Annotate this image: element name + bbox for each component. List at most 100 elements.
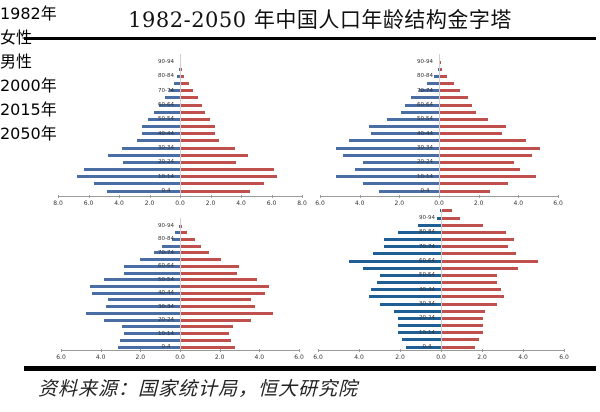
bar-male-55-59 bbox=[181, 110, 206, 114]
bar-male-55-59 bbox=[442, 266, 518, 270]
bar-female-30-34 bbox=[379, 302, 441, 306]
bar-female-15-19 bbox=[355, 168, 439, 171]
age-label: 60-64 bbox=[158, 102, 174, 108]
bar-female-20-24 bbox=[397, 316, 441, 320]
bar-female-20-24 bbox=[104, 318, 180, 322]
age-label: 90-94 bbox=[158, 223, 174, 229]
bar-female-50-54 bbox=[104, 278, 180, 282]
bar-female-90-94 bbox=[179, 224, 180, 228]
bar-male-0-4 bbox=[440, 189, 490, 193]
x-axis-tick bbox=[180, 195, 181, 198]
bar-male-70-74 bbox=[440, 89, 460, 93]
bar-male-20-24 bbox=[440, 160, 514, 164]
legend-item-female: 女性 bbox=[0, 24, 600, 48]
bar-male-20-24 bbox=[181, 318, 251, 322]
bar-female-65-69 bbox=[373, 252, 441, 256]
bar-female-10-14 bbox=[397, 331, 441, 335]
bar-male-60-64 bbox=[181, 264, 239, 268]
center-axis-line bbox=[441, 210, 442, 350]
bar-male-90-94 bbox=[181, 224, 182, 228]
x-axis-tick bbox=[318, 349, 319, 352]
bar-male-5-9 bbox=[181, 338, 231, 342]
bar-female-30-34 bbox=[335, 146, 439, 150]
x-tick-label: 4.0 bbox=[254, 354, 265, 361]
bar-male-30-34 bbox=[181, 305, 255, 309]
bar-female-20-24 bbox=[123, 160, 180, 164]
bar-male-15-19 bbox=[442, 324, 483, 327]
x-tick-label: 4.0 bbox=[518, 354, 528, 361]
age-label: 50-54 bbox=[419, 272, 435, 279]
x-tick-label: 6.0 bbox=[553, 200, 563, 207]
bar-male-30-34 bbox=[440, 146, 540, 150]
bar-female-45-49 bbox=[377, 281, 441, 284]
bar-female-15-19 bbox=[83, 168, 180, 171]
legend-label: 女性 bbox=[0, 28, 33, 47]
x-axis-tick bbox=[441, 349, 442, 352]
legend-item-male: 男性 bbox=[0, 48, 600, 72]
legend-label: 男性 bbox=[0, 52, 33, 71]
bar-female-60-64 bbox=[348, 259, 441, 263]
bar-male-25-29 bbox=[181, 153, 249, 157]
bar-female-80-84 bbox=[434, 74, 439, 78]
bar-male-0-4 bbox=[442, 345, 475, 349]
x-tick-label: 4.0 bbox=[95, 354, 106, 361]
bar-male-25-29 bbox=[442, 309, 486, 313]
bar-male-50-54 bbox=[181, 117, 211, 121]
bar-male-40-44 bbox=[442, 288, 502, 292]
age-label: 20-24 bbox=[419, 315, 435, 322]
bar-female-80-84 bbox=[172, 237, 180, 241]
age-label: 30-34 bbox=[158, 145, 174, 151]
age-label: 60-64 bbox=[419, 258, 435, 264]
bar-female-75-79 bbox=[427, 82, 439, 85]
bar-female-10-14 bbox=[124, 332, 180, 336]
bar-male-25-29 bbox=[181, 311, 273, 315]
age-label: 10-14 bbox=[158, 330, 174, 337]
x-axis-tick bbox=[61, 349, 62, 352]
bar-female-5-9 bbox=[94, 182, 180, 186]
age-label: 70-74 bbox=[419, 243, 435, 250]
bar-female-0-4 bbox=[379, 189, 439, 193]
age-label: 20-24 bbox=[158, 159, 174, 166]
bar-female-40-44 bbox=[141, 132, 180, 136]
bar-male-75-79 bbox=[440, 82, 454, 85]
bar-male-60-64 bbox=[181, 103, 203, 107]
bar-female-30-34 bbox=[106, 305, 180, 309]
bar-male-80-84 bbox=[440, 74, 447, 78]
bar-male-75-79 bbox=[181, 82, 189, 85]
bar-female-50-54 bbox=[379, 273, 441, 277]
x-tick-label: 4.0 bbox=[114, 200, 124, 207]
bar-female-35-39 bbox=[369, 295, 441, 299]
bar-male-75-79 bbox=[442, 238, 514, 241]
x-tick-label: 2.0 bbox=[144, 200, 155, 207]
bar-male-30-34 bbox=[442, 302, 498, 306]
center-axis-line bbox=[180, 54, 181, 196]
bar-male-70-74 bbox=[181, 251, 209, 255]
bar-female-65-69 bbox=[140, 258, 180, 262]
x-axis-tick bbox=[478, 195, 480, 198]
x-tick-label: 4.0 bbox=[236, 200, 246, 207]
x-tick-label: 6.0 bbox=[56, 354, 66, 361]
bar-male-40-44 bbox=[181, 132, 215, 136]
bar-female-90-94 bbox=[436, 216, 441, 220]
age-label: 80-84 bbox=[417, 73, 433, 80]
bar-male-20-24 bbox=[181, 160, 237, 164]
x-axis-tick bbox=[299, 349, 300, 352]
x-tick-label: 6.0 bbox=[294, 354, 304, 361]
x-tick-label: 2.0 bbox=[214, 354, 225, 361]
bar-male-10-14 bbox=[181, 175, 278, 179]
x-axis-tick bbox=[241, 195, 242, 198]
age-label: 80-84 bbox=[158, 236, 174, 243]
age-label: 10-14 bbox=[158, 173, 174, 180]
age-label: 0-4 bbox=[161, 188, 171, 194]
bar-female-20-24 bbox=[363, 160, 439, 164]
bar-male-85-89 bbox=[440, 67, 442, 71]
x-axis-tick bbox=[359, 195, 361, 198]
bar-female-85-89 bbox=[418, 223, 441, 227]
bar-male-15-19 bbox=[181, 325, 233, 329]
bar-female-55-59 bbox=[153, 110, 180, 114]
bar-male-40-44 bbox=[181, 291, 265, 295]
x-tick-label: 8.0 bbox=[297, 200, 307, 207]
x-tick-label: 6.0 bbox=[559, 354, 569, 361]
bar-male-15-19 bbox=[440, 168, 520, 171]
x-tick-label: 2.0 bbox=[473, 200, 484, 207]
